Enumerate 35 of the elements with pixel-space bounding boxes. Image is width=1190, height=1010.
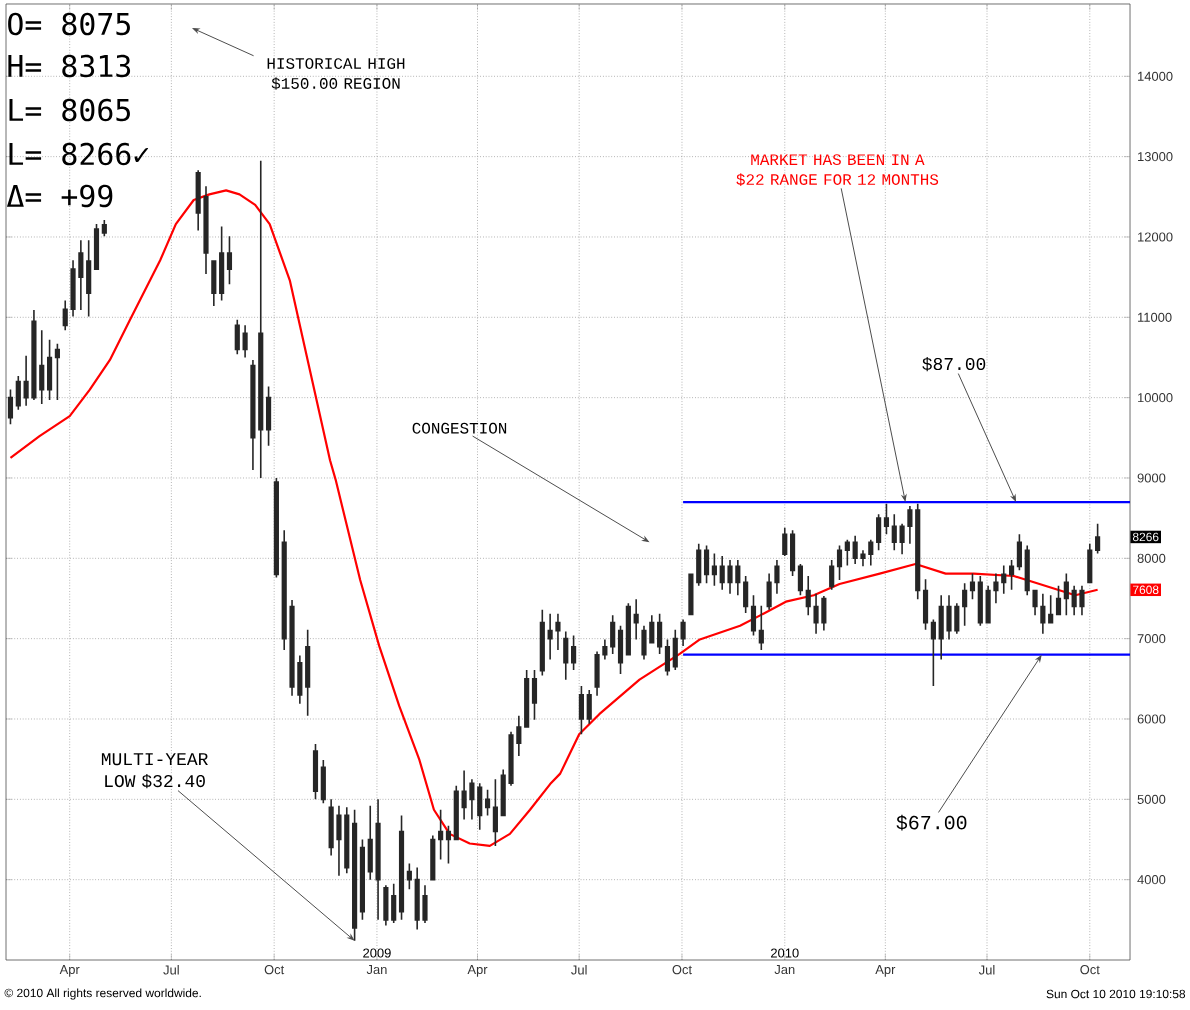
candlestick: [336, 804, 342, 877]
candlestick: [477, 782, 483, 831]
candlestick: [234, 318, 240, 356]
candlestick: [383, 884, 389, 927]
annotation: H= 8313: [8, 54, 131, 78]
candlestick: [242, 324, 248, 359]
candlestick: [563, 630, 569, 681]
candlestick: [703, 544, 710, 585]
candlestick: [1001, 564, 1007, 595]
candlestick: [531, 669, 538, 721]
annotation: $87.00: [922, 356, 986, 372]
candlestick: [414, 866, 420, 931]
candlestick: [258, 159, 264, 479]
candlestick: [78, 239, 84, 311]
candlestick: [539, 608, 545, 677]
annotation: $67.00: [896, 814, 967, 831]
candlestick: [398, 814, 405, 921]
candlestick: [1040, 592, 1046, 635]
annotation: L= 8266✓: [9, 142, 149, 166]
annotation: MULTI-YEAR LOW $32.40: [101, 753, 208, 789]
annotation: L= 8065: [9, 98, 130, 122]
candlestick: [1079, 584, 1085, 617]
candlestick: [352, 808, 358, 942]
candlestick: [219, 225, 225, 302]
candlestick: [375, 798, 381, 921]
candlestick: [821, 595, 827, 632]
candlestick: [852, 535, 858, 565]
candlestick: [977, 575, 983, 627]
candlestick: [312, 743, 319, 801]
candlestick: [578, 685, 584, 736]
candlestick: [31, 309, 37, 401]
annotation: Δ= +99: [6, 184, 113, 208]
candlestick: [719, 555, 725, 591]
candlestick: [727, 559, 733, 595]
annotation: O= 8075: [8, 12, 130, 36]
